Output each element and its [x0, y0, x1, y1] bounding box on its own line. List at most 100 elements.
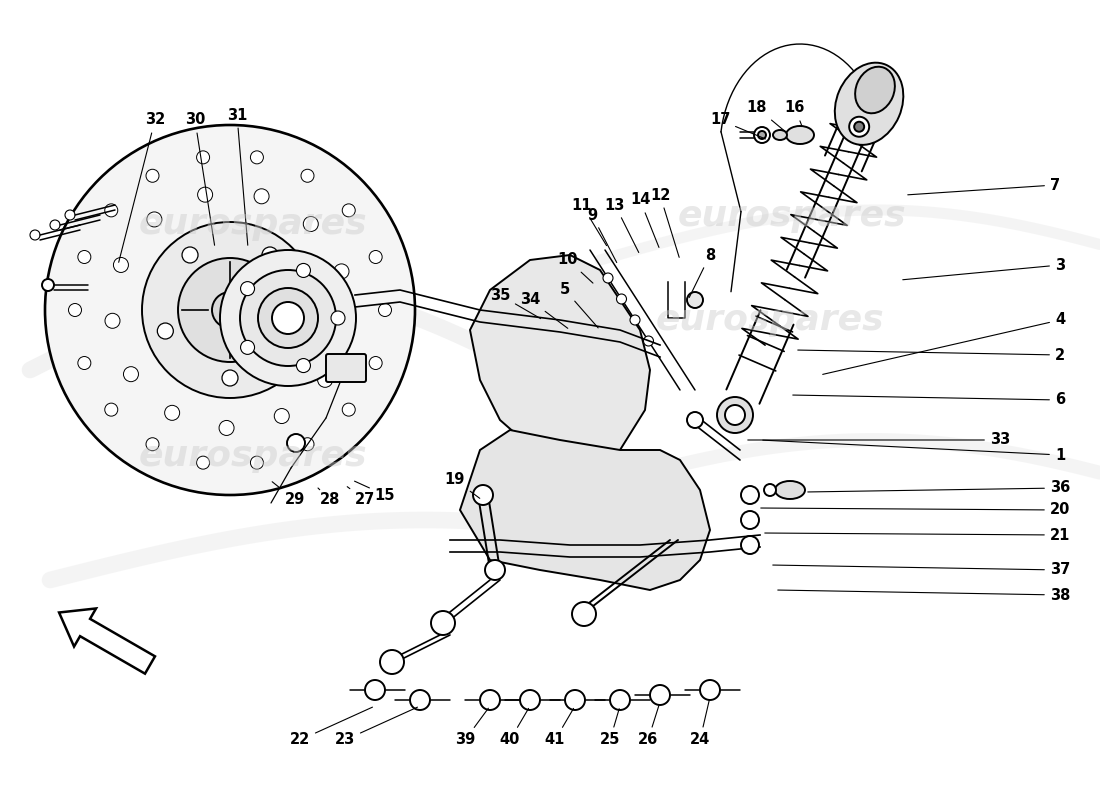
- Text: 33: 33: [748, 433, 1010, 447]
- Circle shape: [301, 170, 314, 182]
- Text: 36: 36: [807, 481, 1070, 495]
- Circle shape: [318, 372, 332, 387]
- Circle shape: [630, 315, 640, 325]
- Circle shape: [182, 247, 198, 263]
- Circle shape: [334, 264, 349, 279]
- Text: 9: 9: [587, 207, 617, 262]
- Circle shape: [741, 486, 759, 504]
- Circle shape: [650, 685, 670, 705]
- Circle shape: [241, 340, 254, 354]
- Circle shape: [197, 456, 210, 469]
- Text: 14: 14: [630, 193, 659, 247]
- Circle shape: [764, 484, 776, 496]
- Text: 5: 5: [560, 282, 598, 328]
- Circle shape: [104, 403, 118, 416]
- Circle shape: [142, 222, 318, 398]
- Circle shape: [754, 127, 770, 143]
- Text: eurospares: eurospares: [656, 303, 884, 337]
- Circle shape: [480, 690, 501, 710]
- Circle shape: [251, 456, 263, 469]
- Circle shape: [147, 212, 162, 227]
- Circle shape: [123, 366, 139, 382]
- Circle shape: [287, 434, 305, 452]
- Circle shape: [104, 314, 120, 328]
- Circle shape: [254, 189, 270, 204]
- Circle shape: [520, 690, 540, 710]
- Circle shape: [297, 358, 310, 373]
- Circle shape: [610, 690, 630, 710]
- Circle shape: [565, 690, 585, 710]
- Circle shape: [301, 438, 314, 450]
- Circle shape: [297, 263, 310, 278]
- Text: 41: 41: [544, 708, 573, 747]
- Text: eurospares: eurospares: [139, 439, 367, 473]
- Text: 11: 11: [572, 198, 606, 246]
- Circle shape: [50, 220, 60, 230]
- Text: 6: 6: [793, 393, 1065, 407]
- Circle shape: [113, 258, 129, 273]
- Text: 37: 37: [773, 562, 1070, 578]
- Circle shape: [849, 117, 869, 137]
- Text: 22: 22: [290, 707, 373, 747]
- Text: 1: 1: [762, 440, 1065, 462]
- Text: 29: 29: [272, 482, 305, 507]
- Circle shape: [146, 438, 160, 450]
- Text: 21: 21: [764, 527, 1070, 542]
- Circle shape: [42, 279, 54, 291]
- Text: 10: 10: [558, 253, 593, 283]
- Text: 13: 13: [605, 198, 639, 253]
- Circle shape: [379, 650, 404, 674]
- Text: 39: 39: [455, 708, 488, 747]
- Text: 38: 38: [778, 587, 1070, 602]
- Circle shape: [240, 270, 336, 366]
- Circle shape: [342, 403, 355, 416]
- Circle shape: [700, 680, 720, 700]
- Circle shape: [339, 320, 354, 335]
- Ellipse shape: [835, 62, 903, 145]
- Text: 35: 35: [490, 287, 540, 318]
- Text: 20: 20: [761, 502, 1070, 518]
- Ellipse shape: [773, 130, 786, 140]
- Ellipse shape: [786, 126, 814, 144]
- Text: 24: 24: [690, 700, 711, 747]
- Circle shape: [274, 409, 289, 423]
- Circle shape: [644, 336, 653, 346]
- FancyBboxPatch shape: [326, 354, 366, 382]
- Circle shape: [473, 485, 493, 505]
- Text: 4: 4: [823, 313, 1065, 374]
- Circle shape: [725, 405, 745, 425]
- Circle shape: [251, 151, 263, 164]
- Text: 40: 40: [499, 708, 529, 747]
- Text: 34: 34: [520, 293, 568, 328]
- Circle shape: [68, 303, 81, 317]
- Text: 12: 12: [650, 187, 679, 258]
- Text: 23: 23: [334, 707, 418, 747]
- Text: 27: 27: [348, 486, 375, 507]
- Text: eurospares: eurospares: [139, 207, 367, 241]
- Circle shape: [197, 151, 210, 164]
- Circle shape: [212, 292, 248, 328]
- Text: 8: 8: [690, 247, 715, 298]
- Polygon shape: [59, 609, 155, 674]
- Circle shape: [365, 680, 385, 700]
- Circle shape: [78, 357, 91, 370]
- Polygon shape: [470, 255, 650, 470]
- Circle shape: [65, 210, 75, 220]
- Circle shape: [717, 397, 754, 433]
- Circle shape: [741, 511, 759, 529]
- Circle shape: [287, 323, 303, 339]
- Circle shape: [104, 204, 118, 217]
- Circle shape: [222, 370, 238, 386]
- Text: 30: 30: [185, 113, 214, 246]
- Circle shape: [603, 273, 613, 283]
- Circle shape: [342, 204, 355, 217]
- Circle shape: [241, 282, 254, 296]
- Text: 26: 26: [638, 705, 659, 747]
- Circle shape: [304, 217, 318, 231]
- Circle shape: [741, 536, 759, 554]
- Text: 2: 2: [798, 347, 1065, 362]
- Text: eurospares: eurospares: [678, 199, 906, 233]
- Circle shape: [370, 250, 382, 263]
- Text: 7: 7: [908, 178, 1060, 195]
- Circle shape: [45, 125, 415, 495]
